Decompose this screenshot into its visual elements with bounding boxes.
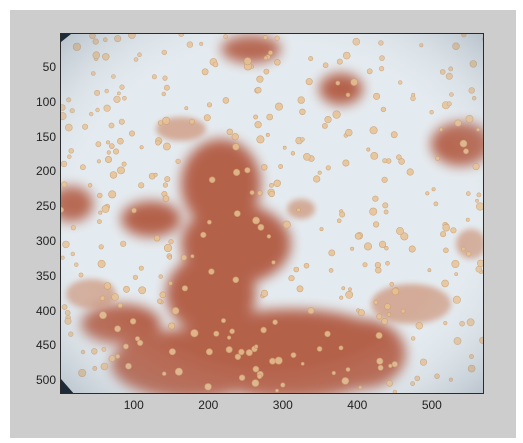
y-tick-label: 50 (42, 60, 56, 75)
x-tick-label: 200 (198, 398, 219, 412)
y-tick-label: 300 (35, 233, 56, 248)
y-tick-label: 100 (35, 94, 56, 109)
x-tick-label: 500 (421, 398, 442, 412)
image-axes[interactable] (60, 33, 484, 394)
x-tick-label: 300 (272, 398, 293, 412)
x-tick-label: 400 (347, 398, 368, 412)
y-tick-label: 250 (35, 199, 56, 214)
y-tick-label: 150 (35, 129, 56, 144)
y-tick-label: 350 (35, 268, 56, 283)
y-tick-label: 450 (35, 338, 56, 353)
x-tick-label: 100 (123, 398, 144, 412)
y-tick-label: 500 (35, 373, 56, 388)
microscope-image (61, 34, 483, 393)
figure-window: 50 100 150 200 250 300 350 400 450 500 100 200 300 4… (10, 10, 516, 438)
y-tick-label: 200 (35, 164, 56, 179)
y-tick-label: 400 (35, 303, 56, 318)
